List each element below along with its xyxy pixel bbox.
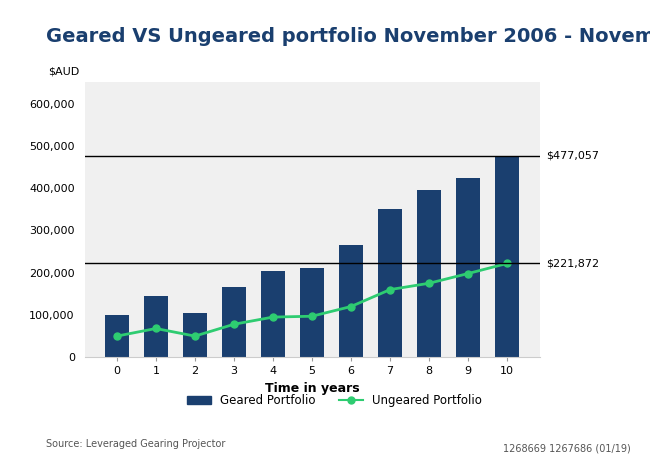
Bar <box>222 288 246 357</box>
Text: Geared VS Ungeared portfolio November 2006 - November 2016: Geared VS Ungeared portfolio November 20… <box>46 27 650 46</box>
Bar <box>456 178 480 357</box>
Bar <box>261 271 285 357</box>
Bar <box>144 296 168 357</box>
Bar <box>378 209 402 357</box>
Text: Source: Leveraged Gearing Projector: Source: Leveraged Gearing Projector <box>46 439 225 449</box>
Text: $AUD: $AUD <box>48 67 79 77</box>
Text: 1268669 1267686 (01/19): 1268669 1267686 (01/19) <box>502 443 630 453</box>
Legend: Geared Portfolio, Ungeared Portfolio: Geared Portfolio, Ungeared Portfolio <box>183 389 487 412</box>
Text: $477,057: $477,057 <box>547 151 599 161</box>
Bar <box>183 313 207 357</box>
Bar <box>105 315 129 357</box>
Text: $221,872: $221,872 <box>547 258 599 268</box>
Bar <box>300 268 324 357</box>
Bar <box>495 156 519 357</box>
Bar <box>417 190 441 357</box>
X-axis label: Time in years: Time in years <box>265 382 359 395</box>
Bar <box>339 245 363 357</box>
